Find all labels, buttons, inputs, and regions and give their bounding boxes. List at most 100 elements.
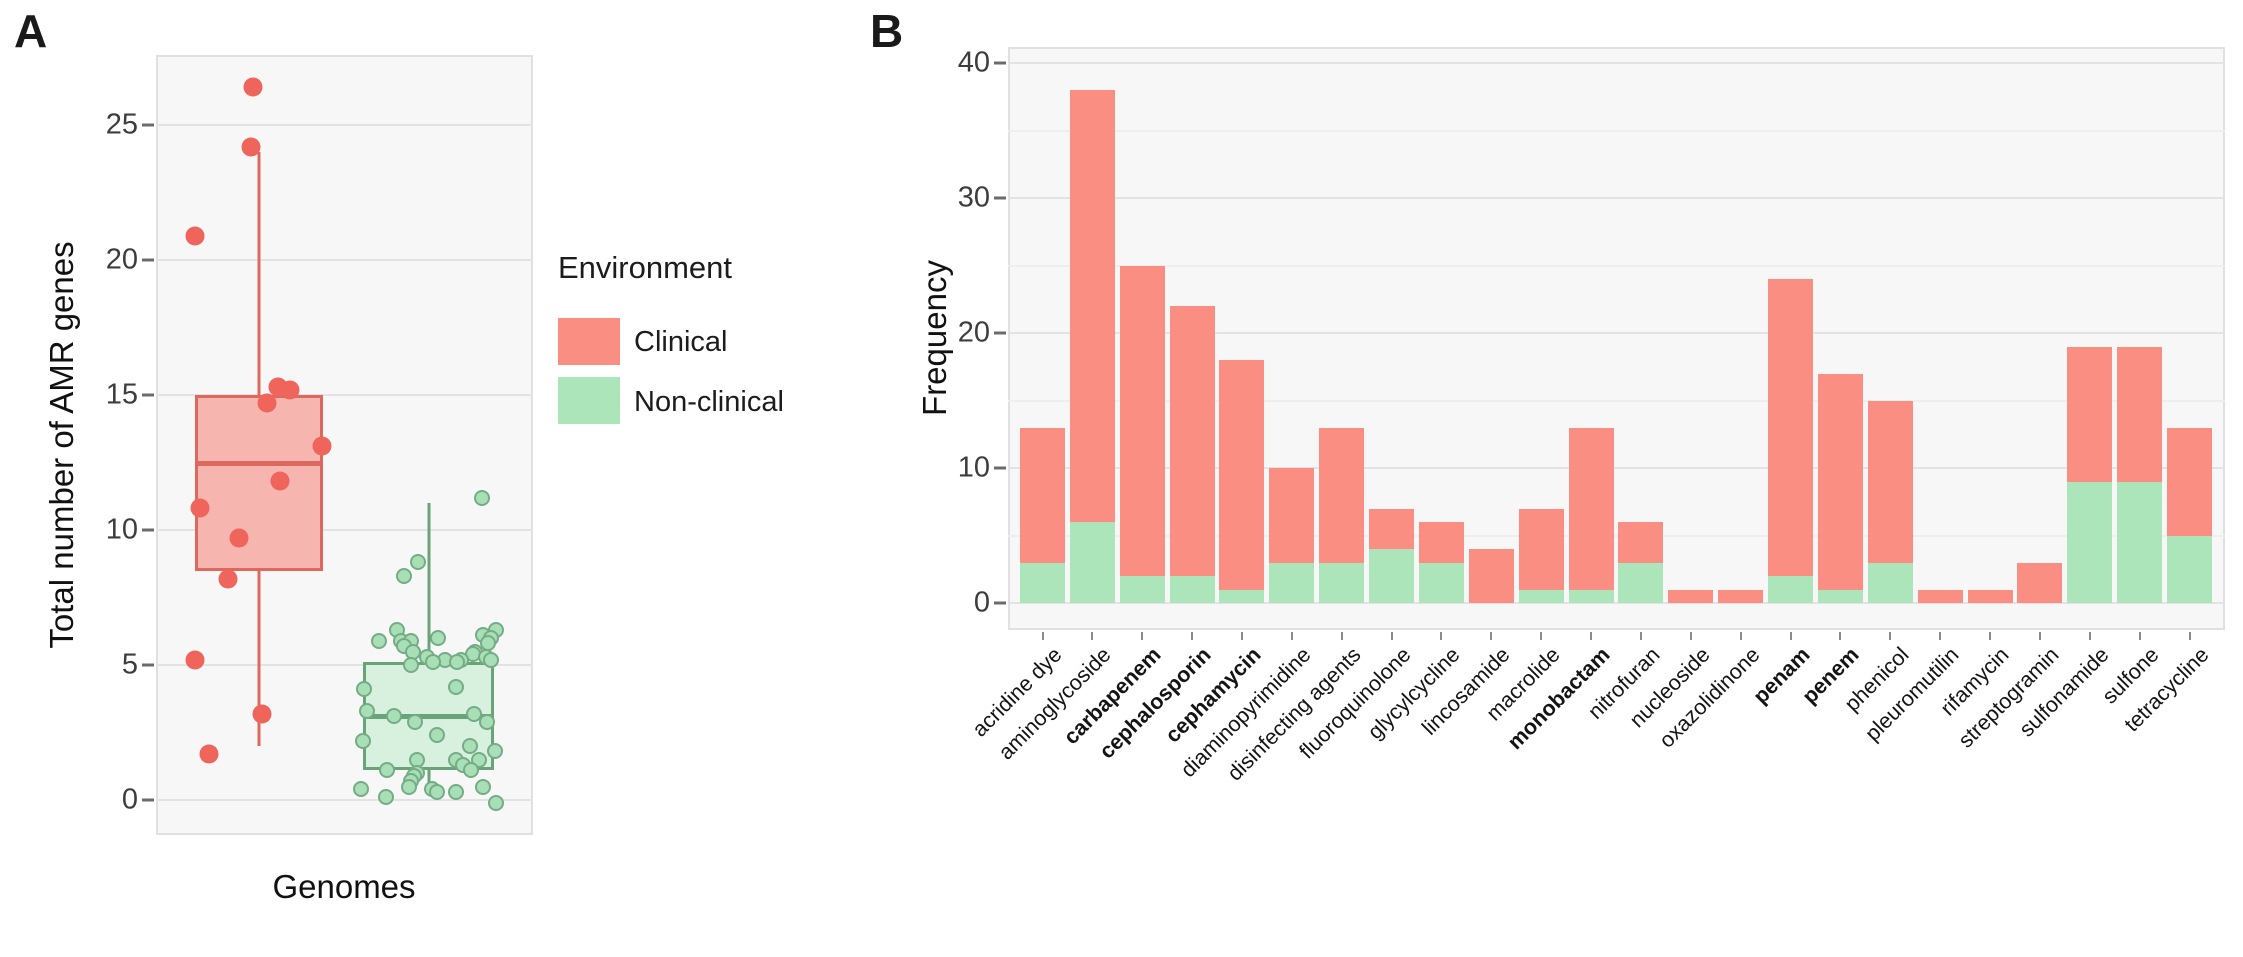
bar-segment-clinical [1817,373,1863,590]
bar-segment-clinical [1768,279,1814,576]
jitter-point-non-clinical [466,705,482,722]
jitter-point-non-clinical [487,743,503,760]
panel-b-minor-gridline [1008,264,2225,267]
panel-a-y-tick-mark [142,258,154,262]
panel-a-y-tick-label: 15 [105,378,138,411]
panel-b-gridline [1008,62,2225,64]
panel-b-x-tick-mark [1939,632,1942,640]
bar-segment-non-clinical [1518,589,1564,603]
legend-swatch-clinical [558,318,620,365]
panel-b-minor-gridline [1008,534,2225,537]
jitter-point-non-clinical [488,794,504,811]
panel-b-x-tick-mark [1739,632,1742,640]
panel-a-gridline [156,664,533,666]
panel-b-x-tick-mark [2188,632,2191,640]
panel-a-y-tick-mark [142,393,154,397]
jitter-point-non-clinical [479,713,495,730]
panel-b-x-tick-mark [1340,632,1343,640]
bar-segment-clinical [1668,589,1714,603]
bar-segment-non-clinical [1319,562,1365,603]
panel-a-y-tick-label: 20 [105,243,138,276]
jitter-point-non-clinical [371,632,387,649]
panel-b-x-tick-mark [1639,632,1642,640]
boxplot-lower-whisker [427,770,430,787]
bar-segment-clinical [2167,427,2212,536]
panel-a-y-tick-mark [142,663,154,667]
legend-label-non-clinical: Non-clinical [634,386,784,418]
bar-segment-clinical [1718,589,1764,603]
panel-b-x-tick-mark [1989,632,1992,640]
panel-b-x-tick-mark [1839,632,1842,640]
panel-b-x-tick-mark [1490,632,1493,640]
panel-b-label: B [870,5,904,57]
bar-segment-non-clinical [2067,481,2113,603]
jitter-point-clinical [218,569,238,589]
panel-b-y-tick-mark [994,196,1006,200]
panel-a-y-tick-label: 5 [121,648,138,681]
panel-b-y-tick-label: 10 [957,451,990,484]
boxplot-upper-whisker [427,503,430,663]
panel-b-x-tick-mark [1240,632,1243,640]
panel-b-x-tick-mark [1889,632,1892,640]
panel-a-y-tick-mark [142,798,154,802]
bar-segment-clinical [1568,427,1614,590]
bar-segment-non-clinical [2167,535,2212,603]
panel-b-x-tick-mark [1191,632,1194,640]
panel-b-x-tick-mark [1689,632,1692,640]
bar-segment-clinical [1269,468,1315,563]
panel-b-y-tick-label: 40 [957,46,990,79]
bar-segment-clinical [1319,427,1365,563]
legend-title: Environment [558,250,733,285]
jitter-point-non-clinical [386,708,402,725]
panel-b-x-tick-mark [1290,632,1293,640]
jitter-point-non-clinical [355,732,371,749]
bar-segment-non-clinical [1020,562,1065,603]
panel-b-minor-gridline [1008,399,2225,402]
panel-a-gridline [156,799,533,801]
panel-b-y-tick-label: 20 [957,316,990,349]
panel-b-gridline [1008,332,2225,334]
bar-segment-non-clinical [1568,589,1614,603]
jitter-point-non-clinical [356,681,372,698]
jitter-point-clinical [229,528,249,548]
bar-segment-clinical [1867,400,1913,563]
jitter-point-non-clinical [403,657,419,673]
jitter-point-non-clinical [483,651,499,668]
jitter-point-non-clinical [378,789,394,806]
panel-a-y-tick-mark [142,528,154,532]
jitter-point-clinical [185,650,205,670]
bar-segment-clinical [2117,346,2163,482]
bar-segment-clinical [1518,508,1564,590]
panel-b-y-tick-mark [994,601,1006,605]
jitter-point-clinical [280,380,300,400]
panel-a-gridline [156,124,533,126]
bar-segment-non-clinical [1618,562,1664,603]
boxplot-median-line [363,714,494,720]
bar-segment-clinical [1418,522,1464,563]
bar-segment-clinical [1020,427,1065,563]
bar-segment-clinical [1468,549,1514,603]
panel-a-y-tick-mark [142,123,154,127]
panel-a-y-axis-title: Total number of AMR genes [43,241,80,649]
bar-segment-clinical [1069,90,1115,522]
panel-b-y-tick-label: 30 [957,181,990,214]
bar-segment-non-clinical [2117,481,2163,603]
jitter-point-clinical [257,393,277,413]
jitter-point-non-clinical [425,654,441,671]
panel-b-minor-gridline [1008,129,2225,132]
bar-segment-clinical [1369,508,1415,549]
jitter-point-non-clinical [359,702,375,719]
bar-segment-clinical [1169,306,1215,576]
panel-b-x-tick-mark [1041,632,1044,640]
panel-b-x-tick-mark [1789,632,1792,640]
panel-b-x-tick-mark [2138,632,2141,640]
jitter-point-non-clinical [410,554,426,571]
jitter-point-clinical [312,436,332,456]
bar-segment-non-clinical [1069,522,1115,603]
jitter-point-clinical [190,498,210,518]
bar-segment-non-clinical [1369,549,1415,603]
bar-segment-clinical [2067,346,2113,482]
panel-a-label: A [14,5,48,57]
legend-label-clinical: Clinical [634,326,728,358]
panel-b-gridline [1008,467,2225,469]
